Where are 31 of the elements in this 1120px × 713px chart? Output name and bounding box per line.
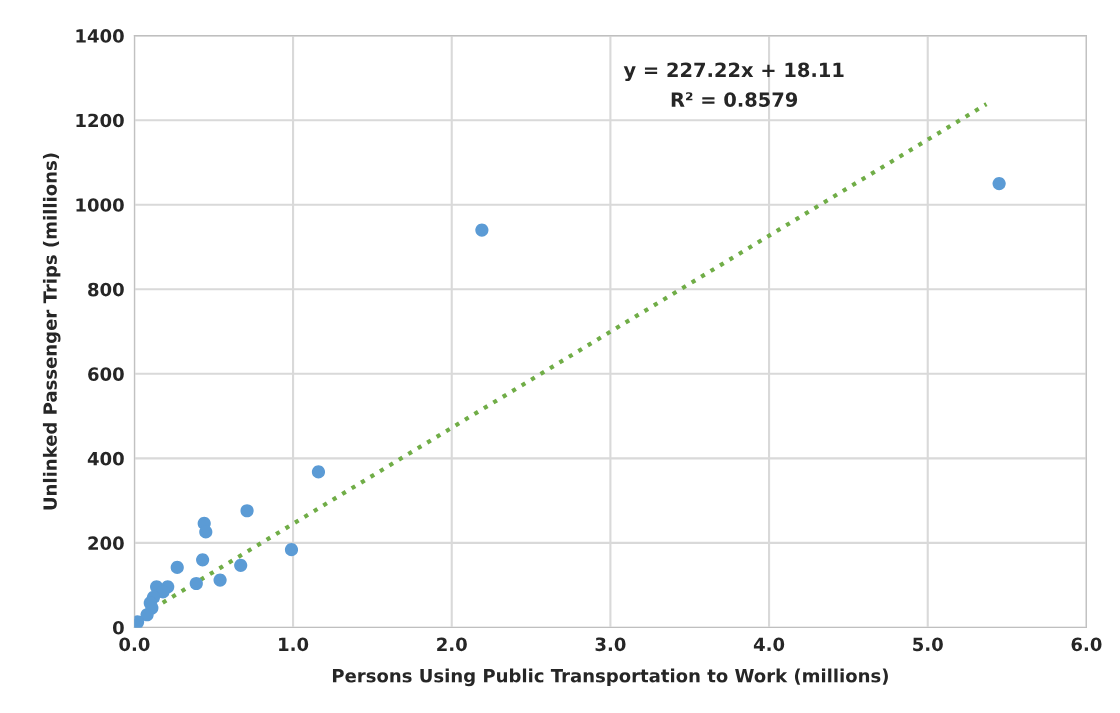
y-tick-label: 1200 xyxy=(76,113,124,128)
y-tick-label: 200 xyxy=(88,536,124,551)
annotation: R² = 0.8579 xyxy=(671,92,798,107)
y-tick-label: 600 xyxy=(88,367,124,381)
point xyxy=(240,504,254,518)
y-tick-label: 0 xyxy=(112,620,124,635)
y-tick-label: 400 xyxy=(87,451,124,466)
x-tick-label: 3.0 xyxy=(595,637,626,652)
annotation: y = 227.22x + 18.11 xyxy=(623,62,844,82)
y-tick-label: 1400 xyxy=(76,29,124,43)
point xyxy=(992,177,1006,191)
point xyxy=(234,558,248,572)
x-tick-label: 5.0 xyxy=(913,637,943,652)
point xyxy=(140,608,154,622)
x-tick-label: 6.0 xyxy=(1071,637,1102,652)
point xyxy=(170,560,184,574)
point xyxy=(311,465,326,479)
y-axis-title: Unlinked Passenger Trips (millions) xyxy=(42,153,61,510)
point xyxy=(475,223,489,237)
x-tick-label: 2.0 xyxy=(437,637,467,652)
x-axis-title: Persons Using Public Transportation to Work (millions) xyxy=(332,668,888,687)
x-tick-label: 0.0 xyxy=(119,637,150,652)
point xyxy=(196,553,210,567)
point xyxy=(284,543,299,557)
point xyxy=(189,576,203,591)
y-tick-label: 1000 xyxy=(76,198,124,212)
y-tick-label: 800 xyxy=(88,282,124,297)
x-tick-label: 1.0 xyxy=(279,637,309,652)
x-tick-label: 4.0 xyxy=(753,637,785,652)
point xyxy=(213,573,227,587)
point xyxy=(199,525,213,539)
